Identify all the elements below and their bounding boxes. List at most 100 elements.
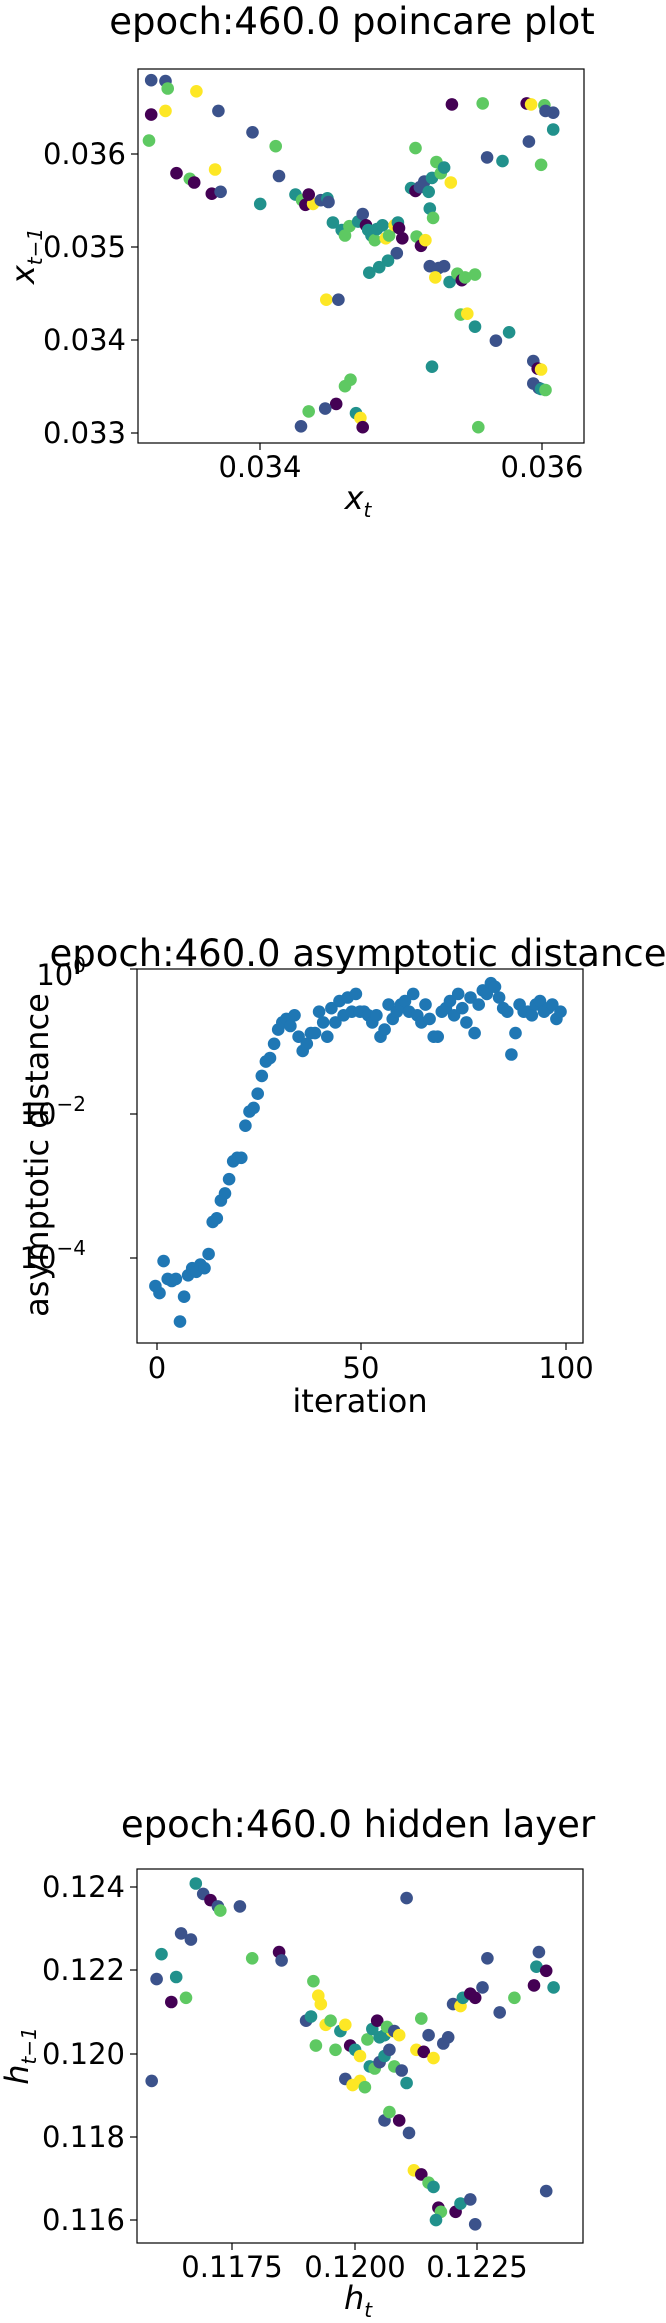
poincare-point bbox=[437, 259, 451, 273]
asymptotic-point bbox=[423, 1012, 436, 1026]
hidden-xtick-label: 0.1200 bbox=[304, 2250, 405, 2284]
hidden-point bbox=[145, 2074, 158, 2088]
asymptotic-point bbox=[308, 1026, 322, 1040]
asymptotic-point bbox=[382, 998, 395, 1011]
poincare-panel: epoch:460.0 poincare plot 0.034 0.036 0.… bbox=[4, 0, 595, 522]
poincare-xtick-label: 0.036 bbox=[500, 450, 583, 484]
hidden-point bbox=[530, 1960, 543, 1973]
asymptotic-point bbox=[251, 1087, 264, 1100]
asymptotic-point bbox=[472, 998, 486, 1011]
asymptotic-point bbox=[312, 1005, 326, 1018]
poincare-point bbox=[272, 169, 286, 183]
poincare-point bbox=[425, 360, 439, 374]
poincare-ytick-label: 0.034 bbox=[43, 323, 126, 357]
asymptotic-point bbox=[288, 1009, 301, 1022]
poincare-point bbox=[426, 211, 440, 225]
hidden-point bbox=[441, 2031, 455, 2044]
hidden-points bbox=[145, 1877, 560, 2231]
hidden-point bbox=[179, 1991, 193, 2005]
poincare-point bbox=[187, 176, 201, 189]
poincare-point bbox=[142, 134, 156, 147]
asymptotic-panel: epoch:460.0 asymptotic distance 0 50 100… bbox=[18, 932, 666, 1420]
hidden-point bbox=[309, 2039, 323, 2052]
asymptotic-ytick-label: 10−2 bbox=[20, 1092, 86, 1131]
asymptotic-xticks: 0 50 100 bbox=[148, 1343, 594, 1385]
hidden-point bbox=[370, 2014, 384, 2027]
hidden-point bbox=[383, 2043, 396, 2057]
poincare-point bbox=[546, 106, 560, 119]
hidden-point bbox=[468, 1991, 482, 2005]
hidden-ytick-label: 0.116 bbox=[42, 2203, 125, 2237]
poincare-ylabel: xt−1 bbox=[4, 228, 47, 285]
poincare-point bbox=[392, 221, 406, 235]
hidden-point bbox=[169, 1970, 183, 1984]
asymptotic-xlabel: iteration bbox=[292, 1382, 427, 1420]
poincare-point bbox=[437, 161, 451, 174]
poincare-point bbox=[356, 207, 370, 221]
asymptotic-point bbox=[443, 994, 457, 1008]
poincare-points bbox=[142, 73, 560, 434]
asymptotic-point bbox=[247, 1101, 260, 1115]
hidden-xticks: 0.1175 0.1200 0.1225 bbox=[181, 2243, 528, 2284]
asymptotic-point bbox=[464, 991, 477, 1004]
poincare-point bbox=[422, 185, 436, 199]
poincare-point bbox=[144, 108, 158, 121]
hidden-ytick-label: 0.124 bbox=[42, 1870, 125, 1904]
asymptotic-point bbox=[300, 1037, 314, 1051]
hidden-point bbox=[392, 2028, 406, 2042]
poincare-yticks: 0.033 0.034 0.035 0.036 bbox=[43, 137, 138, 450]
poincare-point bbox=[368, 233, 382, 247]
poincare-point bbox=[534, 363, 548, 376]
poincare-point bbox=[409, 141, 422, 155]
hidden-point bbox=[353, 2049, 367, 2063]
poincare-point bbox=[546, 123, 560, 136]
poincare-point bbox=[496, 154, 509, 168]
poincare-point bbox=[376, 219, 389, 232]
hidden-point bbox=[339, 2018, 352, 2032]
hidden-ytick-label: 0.118 bbox=[42, 2120, 125, 2154]
asymptotic-xtick-label: 0 bbox=[148, 1351, 166, 1385]
poincare-point bbox=[390, 246, 404, 260]
hidden-point bbox=[427, 2051, 440, 2065]
asymptotic-point bbox=[456, 1001, 469, 1015]
poincare-point bbox=[444, 176, 458, 189]
asymptotic-point bbox=[460, 1016, 473, 1029]
asymptotic-point bbox=[398, 994, 412, 1008]
hidden-point bbox=[329, 2043, 342, 2057]
asymptotic-point bbox=[378, 1023, 391, 1036]
hidden-point bbox=[493, 2006, 507, 2019]
hidden-point bbox=[189, 1877, 203, 1890]
asymptotic-xtick-label: 100 bbox=[538, 1351, 593, 1385]
poincare-point bbox=[476, 97, 490, 110]
asymptotic-point bbox=[349, 987, 363, 1001]
poincare-point bbox=[458, 271, 472, 284]
hidden-point bbox=[481, 1952, 494, 1965]
poincare-point bbox=[329, 397, 343, 411]
poincare-axes-frame bbox=[137, 68, 585, 444]
hidden-point bbox=[395, 2064, 409, 2077]
poincare-point bbox=[212, 104, 225, 118]
poincare-point bbox=[190, 85, 203, 98]
poincare-point bbox=[159, 104, 172, 118]
hidden-point bbox=[233, 1900, 247, 1913]
hidden-point bbox=[392, 2114, 406, 2127]
poincare-point bbox=[372, 260, 386, 274]
asymptotic-point bbox=[263, 1051, 277, 1065]
hidden-point bbox=[358, 2080, 372, 2094]
hidden-xtick-label: 0.1225 bbox=[426, 2250, 527, 2284]
poincare-point bbox=[480, 151, 494, 164]
asymptotic-point bbox=[406, 987, 420, 1001]
poincare-point bbox=[472, 420, 485, 434]
poincare-point bbox=[338, 379, 352, 393]
asymptotic-point bbox=[157, 1254, 170, 1268]
hidden-point bbox=[415, 2168, 428, 2181]
poincare-point bbox=[302, 188, 316, 201]
asymptotic-point bbox=[210, 1212, 224, 1225]
hidden-point bbox=[527, 1979, 541, 1992]
hidden-point bbox=[165, 1995, 178, 2009]
hidden-point bbox=[476, 1981, 489, 1994]
hidden-point bbox=[275, 1954, 288, 1967]
asymptotic-point bbox=[501, 1005, 514, 1018]
hidden-point bbox=[361, 2033, 374, 2046]
hidden-point bbox=[400, 2076, 413, 2090]
